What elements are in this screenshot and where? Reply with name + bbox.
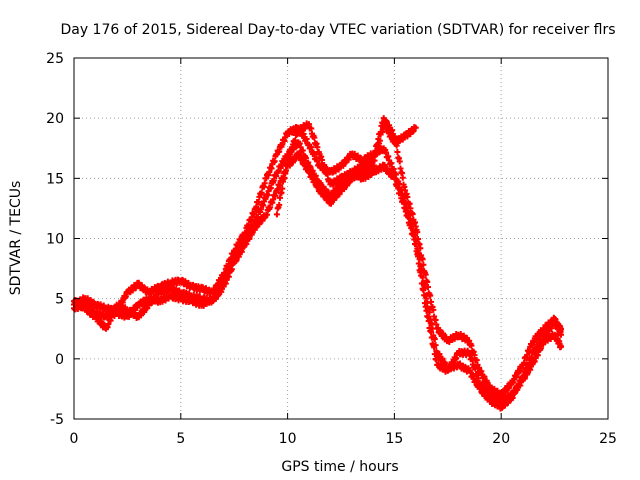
data-point-marker: [376, 137, 383, 144]
data-point-marker: [415, 260, 422, 267]
x-tick-label: 25: [599, 431, 617, 447]
data-point-marker: [430, 306, 437, 313]
data-point-marker: [427, 292, 434, 299]
data-point-marker: [558, 343, 565, 350]
y-tick-label: 10: [46, 232, 64, 248]
data-point-marker: [423, 307, 430, 314]
data-point-marker: [428, 334, 435, 341]
axis-ticks: 0 5 10 15 20 25 -5 0 5 10 15 20 25: [46, 51, 617, 447]
data-point-marker: [324, 170, 331, 177]
data-point-marker: [282, 169, 289, 176]
data-point-marker: [408, 225, 415, 232]
y-tick-label: 25: [46, 51, 64, 67]
data-point-marker: [431, 336, 438, 343]
data-point-marker: [281, 174, 288, 181]
data-point-marker: [289, 146, 296, 153]
data-point-marker: [371, 157, 378, 164]
data-point-marker: [273, 211, 280, 218]
x-tick-label: 0: [70, 431, 79, 447]
x-tick-label: 15: [385, 431, 403, 447]
x-tick-label: 5: [176, 431, 185, 447]
chart-title: Day 176 of 2015, Sidereal Day-to-day VTE…: [60, 22, 615, 38]
data-point-marker: [418, 272, 425, 279]
data-point-marker: [392, 175, 399, 182]
data-point-marker: [399, 174, 406, 181]
data-point-marker: [412, 124, 419, 131]
data-point-marker: [428, 328, 435, 335]
y-tick-label: 15: [46, 171, 64, 187]
data-point-marker: [418, 280, 425, 287]
data-point-marker: [558, 331, 565, 338]
data-point-marker: [468, 342, 475, 349]
data-point-marker: [421, 292, 428, 299]
grid: [74, 58, 608, 419]
data-point-marker: [417, 245, 424, 252]
data-point-marker: [409, 211, 416, 218]
data-point-marker: [424, 283, 431, 290]
x-tick-label: 10: [279, 431, 297, 447]
data-point-marker: [373, 150, 380, 157]
data-point-marker: [308, 125, 315, 132]
data-point-marker: [431, 344, 438, 351]
data-point-marker: [426, 309, 433, 316]
data-point-marker: [419, 256, 426, 263]
y-tick-label: 5: [55, 292, 64, 308]
y-tick-label: 20: [46, 111, 64, 127]
data-point-marker: [311, 134, 318, 141]
data-point-marker: [433, 356, 440, 363]
data-point-marker: [292, 137, 299, 144]
y-axis-label: SDTVAR / TECUs: [8, 181, 24, 296]
data-point-marker: [279, 185, 286, 192]
x-tick-label: 20: [492, 431, 510, 447]
data-point-marker: [404, 193, 411, 200]
data-point-marker: [276, 201, 283, 208]
y-tick-label: 0: [55, 352, 64, 368]
x-axis-label: GPS time / hours: [281, 459, 398, 475]
data-point-marker: [420, 261, 427, 268]
data-point-marker: [420, 287, 427, 294]
y-tick-label: -5: [50, 412, 64, 428]
series-track-4: [273, 120, 419, 218]
data-point-marker: [414, 229, 421, 236]
data-point-marker: [394, 149, 401, 156]
data-point-marker: [415, 253, 422, 260]
data-point-marker: [396, 158, 403, 165]
series-layer: [71, 115, 565, 412]
data-point-marker: [405, 213, 412, 220]
data-point-marker: [425, 318, 432, 325]
data-point-marker: [255, 198, 262, 205]
data-point-marker: [422, 271, 429, 278]
data-point-marker: [258, 189, 265, 196]
